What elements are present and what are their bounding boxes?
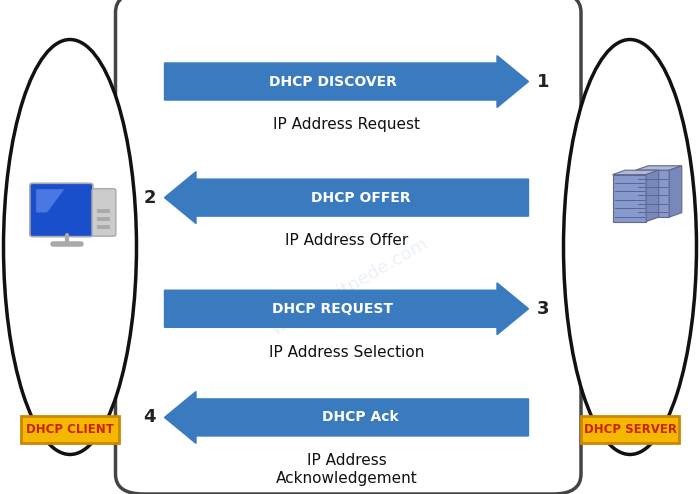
Polygon shape	[636, 166, 682, 170]
Polygon shape	[36, 189, 64, 212]
FancyArrow shape	[164, 172, 528, 223]
Ellipse shape	[4, 40, 136, 454]
Text: 3: 3	[537, 300, 550, 318]
Polygon shape	[669, 166, 682, 217]
Polygon shape	[612, 175, 646, 221]
Text: DHCP DISCOVER: DHCP DISCOVER	[269, 75, 396, 88]
Bar	[97, 209, 109, 213]
Polygon shape	[612, 170, 659, 175]
FancyArrow shape	[164, 391, 528, 444]
Text: IP Address Offer: IP Address Offer	[285, 234, 408, 248]
Bar	[97, 217, 109, 221]
Text: IP Address
Acknowledgement: IP Address Acknowledgement	[276, 453, 417, 486]
Bar	[97, 225, 109, 229]
Polygon shape	[646, 170, 659, 221]
Text: 1: 1	[537, 73, 550, 90]
Text: DHCP REQUEST: DHCP REQUEST	[272, 302, 393, 316]
Text: IP Address Request: IP Address Request	[273, 118, 420, 132]
FancyBboxPatch shape	[21, 416, 119, 443]
Text: DHCP OFFER: DHCP OFFER	[311, 191, 410, 205]
Text: IP Address Selection: IP Address Selection	[269, 345, 424, 360]
FancyBboxPatch shape	[92, 189, 116, 236]
Text: DHCP CLIENT: DHCP CLIENT	[26, 423, 114, 436]
Text: www.myitnede.com: www.myitnede.com	[269, 234, 431, 339]
FancyBboxPatch shape	[30, 183, 93, 237]
Text: DHCP Ack: DHCP Ack	[322, 411, 399, 424]
Ellipse shape	[564, 40, 696, 454]
Text: DHCP SERVER: DHCP SERVER	[584, 423, 676, 436]
Text: 2: 2	[144, 189, 156, 206]
FancyArrow shape	[164, 283, 528, 335]
FancyArrow shape	[164, 56, 528, 108]
Polygon shape	[636, 170, 669, 217]
Text: 4: 4	[144, 409, 156, 426]
FancyBboxPatch shape	[581, 416, 679, 443]
FancyBboxPatch shape	[116, 0, 581, 494]
